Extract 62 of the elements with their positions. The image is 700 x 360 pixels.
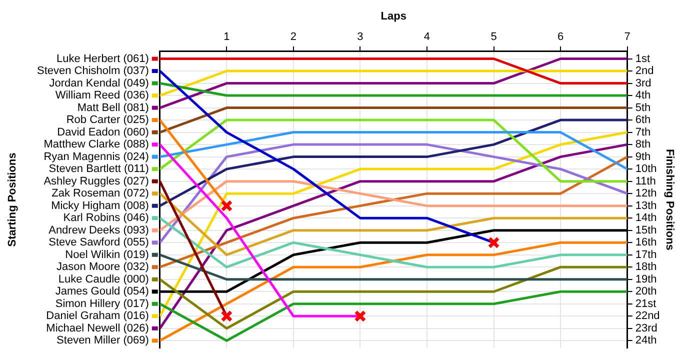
- x-tick-label: 1: [224, 30, 230, 43]
- y-tick-label: 17th: [635, 248, 657, 261]
- y-tick-label: 16th: [635, 236, 657, 249]
- legend-label: Andrew Deeks (093): [48, 224, 149, 236]
- legend-label: Luke Herbert (061): [56, 52, 149, 65]
- legend-label: Rob Carter (025): [66, 114, 149, 126]
- legend-label: Daniel Graham (016): [46, 310, 149, 322]
- legend-label: Karl Robins (046): [63, 212, 149, 224]
- legend-label: Matthew Clarke (088): [44, 138, 149, 151]
- text: Starting Positions: [6, 152, 19, 247]
- legend-label: Zak Roseman (072): [52, 188, 149, 200]
- y-tick-label: 11th: [635, 175, 656, 188]
- legend-label: Ryan Magennis (024): [44, 150, 149, 163]
- y-tick-label: 13th: [635, 200, 657, 212]
- x-tick-label: 2: [290, 30, 297, 43]
- x-tick-label: 3: [357, 30, 364, 43]
- point: [488, 236, 500, 249]
- y-tick-label: 6th: [635, 114, 651, 126]
- y-tick-label: 14th: [635, 212, 657, 224]
- y-tick-label: 4th: [635, 90, 651, 102]
- y-tick-label: 10th: [635, 163, 657, 176]
- legend-label: Jason Moore (032): [56, 261, 149, 274]
- y-tick-label: 7th: [635, 126, 651, 138]
- x-tick-label: 4: [424, 30, 430, 43]
- legend-label: Jordan Kendal (049): [49, 77, 149, 90]
- legend-label: Michael Newell (026): [46, 322, 149, 334]
- y-tick-label: 22nd: [635, 310, 660, 322]
- y-tick-label: 19th: [635, 273, 657, 286]
- legend-label: Luke Caudle (000): [58, 273, 149, 286]
- point: [220, 200, 233, 212]
- legend-label: Matt Bell (081): [77, 102, 149, 114]
- legend-label: Simon Hillery (017): [55, 298, 149, 310]
- legend-label: Steven Bartlett (011): [48, 163, 149, 176]
- legend-label: Steve Sawford (055): [48, 236, 149, 249]
- x-tick-label: 5: [490, 30, 497, 43]
- legend-label: Steven Chisholm (037): [36, 65, 149, 78]
- legend-label: Steven Miller (069): [56, 334, 149, 347]
- y-tick-label: 23rd: [635, 322, 658, 334]
- y-tick-label: 1st: [635, 52, 650, 65]
- y-tick-label: 21st: [635, 298, 656, 310]
- y-tick-label: 3rd: [635, 77, 652, 90]
- y-tick-label: 8th: [635, 138, 651, 151]
- y-tick-label: 20th: [635, 286, 657, 298]
- legend-label: William Reed (036): [55, 90, 149, 102]
- x-tick-label: 7: [624, 30, 630, 43]
- y-tick-label: 24th: [635, 334, 657, 347]
- legend-label: Noel Wilkin (019): [65, 248, 149, 261]
- point: [354, 310, 366, 322]
- legend-label: David Eadon (060): [57, 126, 149, 138]
- legend-label: Micky Higham (008): [51, 200, 149, 212]
- y-tick-label: 18th: [635, 261, 657, 274]
- y-tick-label: 2nd: [635, 65, 654, 78]
- legend-label: Ashley Ruggles (027): [44, 175, 149, 188]
- x-tick-label: 6: [557, 30, 564, 43]
- y-tick-label: 15th: [635, 224, 657, 236]
- y-tick-label: 5th: [635, 102, 651, 114]
- y-tick-label: 12th: [635, 188, 657, 200]
- y-axis-title: Finishing Positions: [663, 148, 676, 250]
- legend-label: James Gould (054): [55, 286, 149, 298]
- y-tick-label: 9th: [635, 150, 651, 163]
- point: [220, 310, 233, 322]
- x-axis-title: Laps: [380, 10, 406, 23]
